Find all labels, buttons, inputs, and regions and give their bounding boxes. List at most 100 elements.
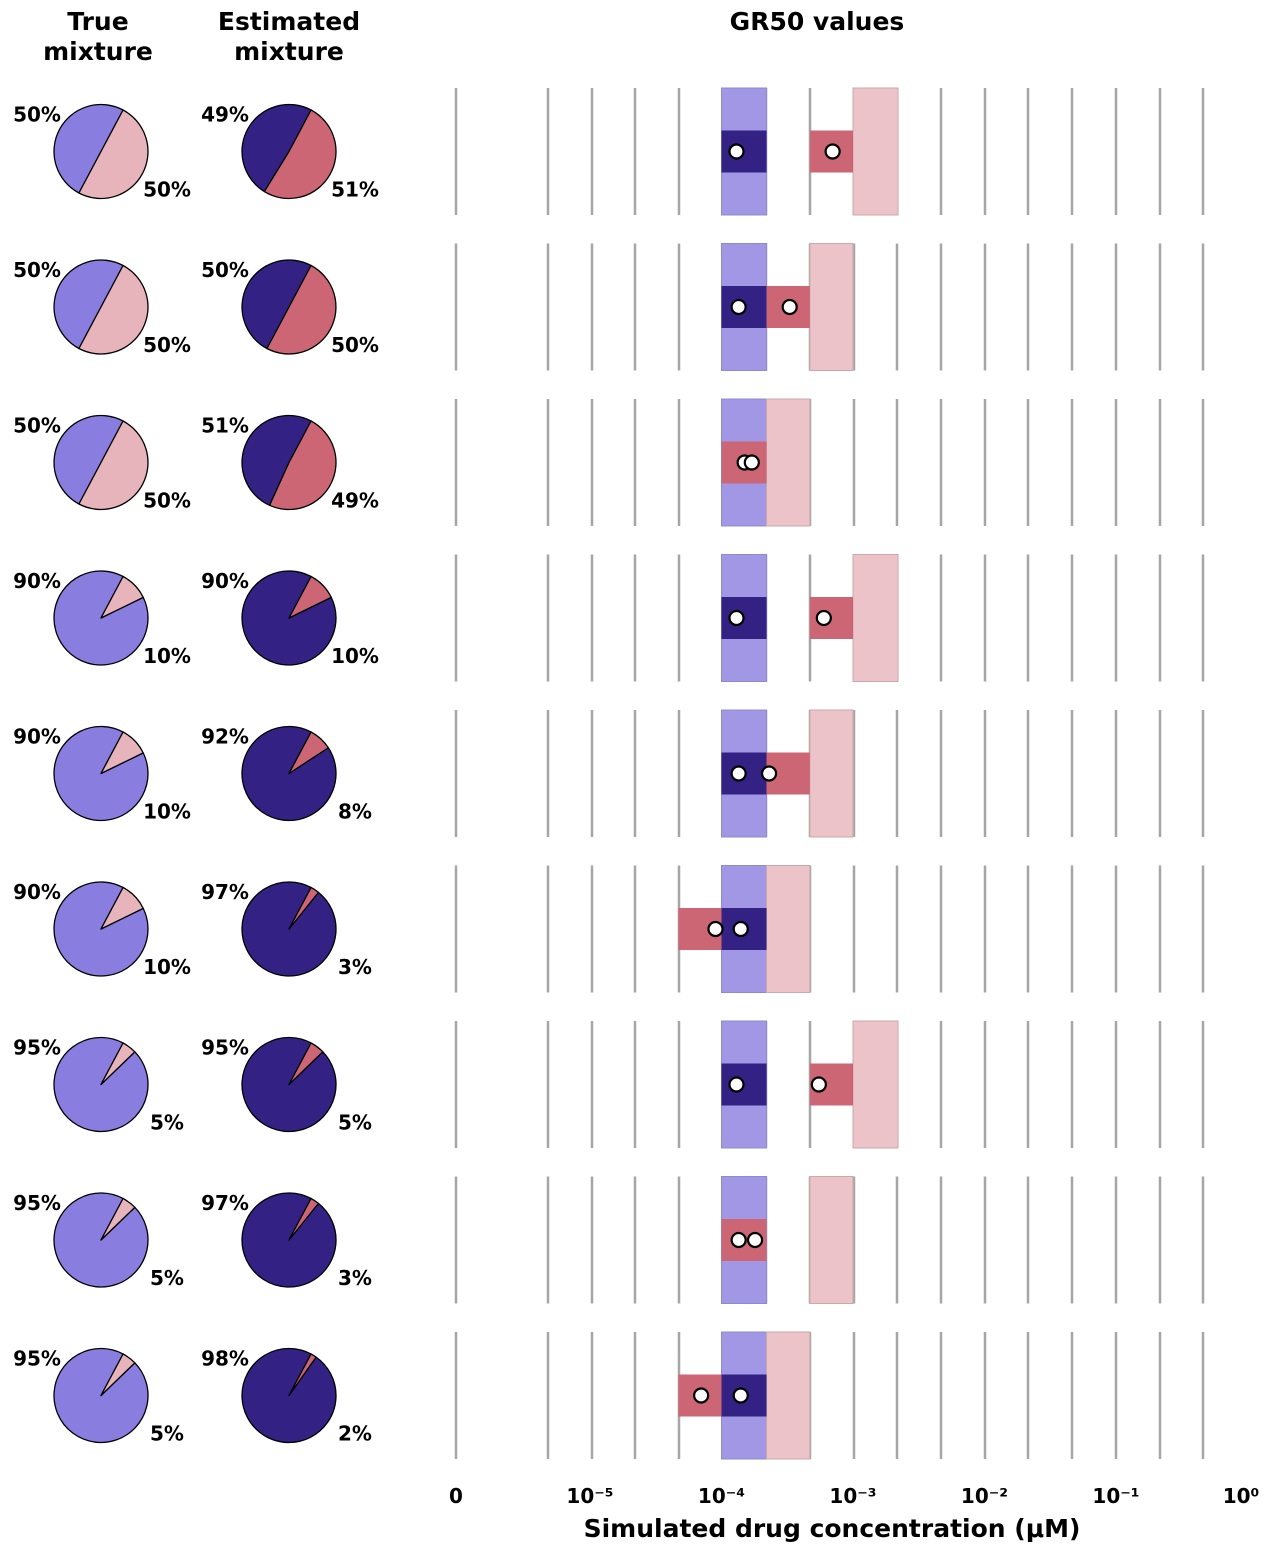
estimated-pie-label-minor: 8% [338, 800, 372, 824]
true-pie-label-minor: 50% [143, 489, 191, 513]
estimated-pie-slice-minor [288, 1353, 317, 1397]
mixture-rows: 50% 50% 49% 51% 50% 50% 50% 50% 50% 50% 51% 49% 90% 1… [13, 87, 1205, 1460]
true-pie-slice-major [53, 414, 124, 505]
pop1-gr50-marker [730, 298, 747, 316]
column-headers: True mixture Estimated mixture GR50 valu… [43, 7, 904, 66]
pop1-gr50-marker [732, 920, 749, 938]
row-2: 50% 50% 50% 50% [13, 243, 1205, 371]
row-3: 50% 50% 51% 49% [13, 398, 1205, 527]
true-pie-label-minor: 10% [143, 800, 191, 824]
x-tick-label: 10⁰ [1223, 1484, 1260, 1508]
true-pie-slice-minor [100, 1042, 136, 1086]
true-pie-slice-major [53, 103, 124, 194]
pop2-true-band [852, 1020, 899, 1149]
true-pie-label-major: 95% [13, 1036, 61, 1060]
pop1-gr50-marker [730, 765, 747, 782]
true-pie-slice-minor [100, 886, 144, 930]
row-5: 90% 10% 92% 8% [13, 709, 1205, 838]
pop2-gr50-marker [743, 454, 760, 471]
estimated-pie-slice-minor [266, 264, 337, 355]
true-pie-slice-minor [100, 575, 144, 619]
pop2-gr50-marker [693, 1387, 710, 1404]
estimated-pie-label-major: 95% [201, 1036, 249, 1060]
x-tick-label: 10⁻² [961, 1484, 1008, 1508]
estimated-pie-label-major: 92% [201, 725, 249, 749]
estimated-pie-slice-minor [288, 575, 332, 619]
true-pie-label-minor: 5% [150, 1422, 184, 1446]
x-tick-label: 10⁻⁴ [698, 1484, 745, 1508]
header-true-line1: True [67, 7, 128, 36]
estimated-pie-slice-major [241, 103, 312, 193]
true-pie-slice-major [53, 259, 124, 350]
pop1-gr50-marker [732, 1387, 749, 1404]
true-pie-slice-minor [100, 731, 144, 775]
row-9: 95% 5% 98% 2% [13, 1331, 1205, 1460]
estimated-pie-label-major: 51% [201, 414, 249, 438]
pop2-true-band [766, 398, 811, 527]
true-pie-label-minor: 50% [143, 333, 191, 357]
estimated-pie-slice-minor [268, 420, 337, 511]
pop2-true-band [809, 709, 854, 838]
pop2-gr50-marker [707, 920, 724, 938]
estimated-pie-slice-minor [288, 1197, 320, 1241]
pop2-true-band [852, 87, 899, 216]
true-pie-label-major: 50% [13, 103, 61, 127]
pop2-gr50-marker [824, 143, 841, 160]
estimated-pie-slice-minor [288, 1042, 324, 1086]
true-pie-label-minor: 5% [150, 1266, 184, 1290]
row-8: 95% 5% 97% 3% [13, 1176, 1205, 1304]
header-gr50: GR50 values [730, 7, 905, 36]
pop2-true-band [766, 865, 811, 993]
x-axis: Simulated drug concentration (μM) 0 10⁻⁵ 1… [449, 1484, 1259, 1543]
estimated-pie-label-major: 97% [201, 1191, 249, 1215]
true-pie-slice-minor [100, 1353, 136, 1397]
pop1-gr50-marker [730, 1231, 747, 1249]
true-pie-label-minor: 10% [143, 955, 191, 979]
true-pie-label-major: 50% [13, 414, 61, 438]
pop2-gr50-marker [810, 1076, 827, 1093]
estimated-pie-slice-minor [288, 886, 320, 930]
x-tick-label: 10⁻³ [829, 1484, 876, 1508]
true-pie-label-major: 95% [13, 1347, 61, 1371]
row-4: 90% 10% 90% 10% [13, 554, 1205, 682]
estimated-pie-slice-minor [288, 731, 329, 775]
header-true-line2: mixture [43, 37, 153, 66]
estimated-pie-label-minor: 49% [331, 489, 379, 513]
estimated-pie-label-minor: 5% [338, 1111, 372, 1135]
true-pie-slice-minor [100, 1197, 136, 1241]
pop2-true-band [809, 1176, 854, 1304]
estimated-pie-label-minor: 51% [331, 178, 379, 202]
x-tick-label: 0 [449, 1484, 463, 1508]
row-6: 90% 10% 97% 3% [13, 865, 1205, 993]
pop2-gr50-marker [746, 1231, 764, 1249]
pop2-gr50-marker [815, 609, 832, 627]
x-tick-label: 10⁻¹ [1092, 1484, 1139, 1508]
pop1-gr50-marker [728, 1076, 745, 1093]
pop1-gr50-marker [728, 609, 745, 627]
row-7: 95% 5% 95% 5% [13, 1020, 1205, 1149]
estimated-pie-label-major: 49% [201, 103, 249, 127]
estimated-pie-slice-minor [263, 109, 337, 200]
estimated-pie-slice-major [241, 259, 312, 350]
x-tick-label: 10⁻⁵ [566, 1484, 613, 1508]
estimated-pie-label-major: 50% [201, 258, 249, 282]
pop2-true-band [852, 554, 899, 682]
estimated-pie-label-major: 90% [201, 569, 249, 593]
true-pie-slice-minor [78, 264, 149, 355]
x-axis-label: Simulated drug concentration (μM) [584, 1514, 1081, 1543]
estimated-pie-label-major: 98% [201, 1347, 249, 1371]
true-pie-label-major: 95% [13, 1191, 61, 1215]
estimated-pie-label-minor: 10% [331, 644, 379, 668]
estimated-pie-label-minor: 3% [338, 1266, 372, 1290]
true-pie-label-major: 50% [13, 258, 61, 282]
true-pie-label-major: 90% [13, 569, 61, 593]
true-pie-label-major: 90% [13, 725, 61, 749]
header-estimated-line1: Estimated [218, 7, 360, 36]
pop2-true-band [766, 1331, 811, 1460]
true-pie-label-major: 90% [13, 880, 61, 904]
pop2-true-band [809, 243, 854, 371]
pop2-gr50-marker [760, 765, 778, 782]
row-1: 50% 50% 49% 51% [13, 87, 1205, 216]
pop1-gr50-marker [728, 143, 745, 160]
true-pie-slice-minor [78, 109, 149, 200]
